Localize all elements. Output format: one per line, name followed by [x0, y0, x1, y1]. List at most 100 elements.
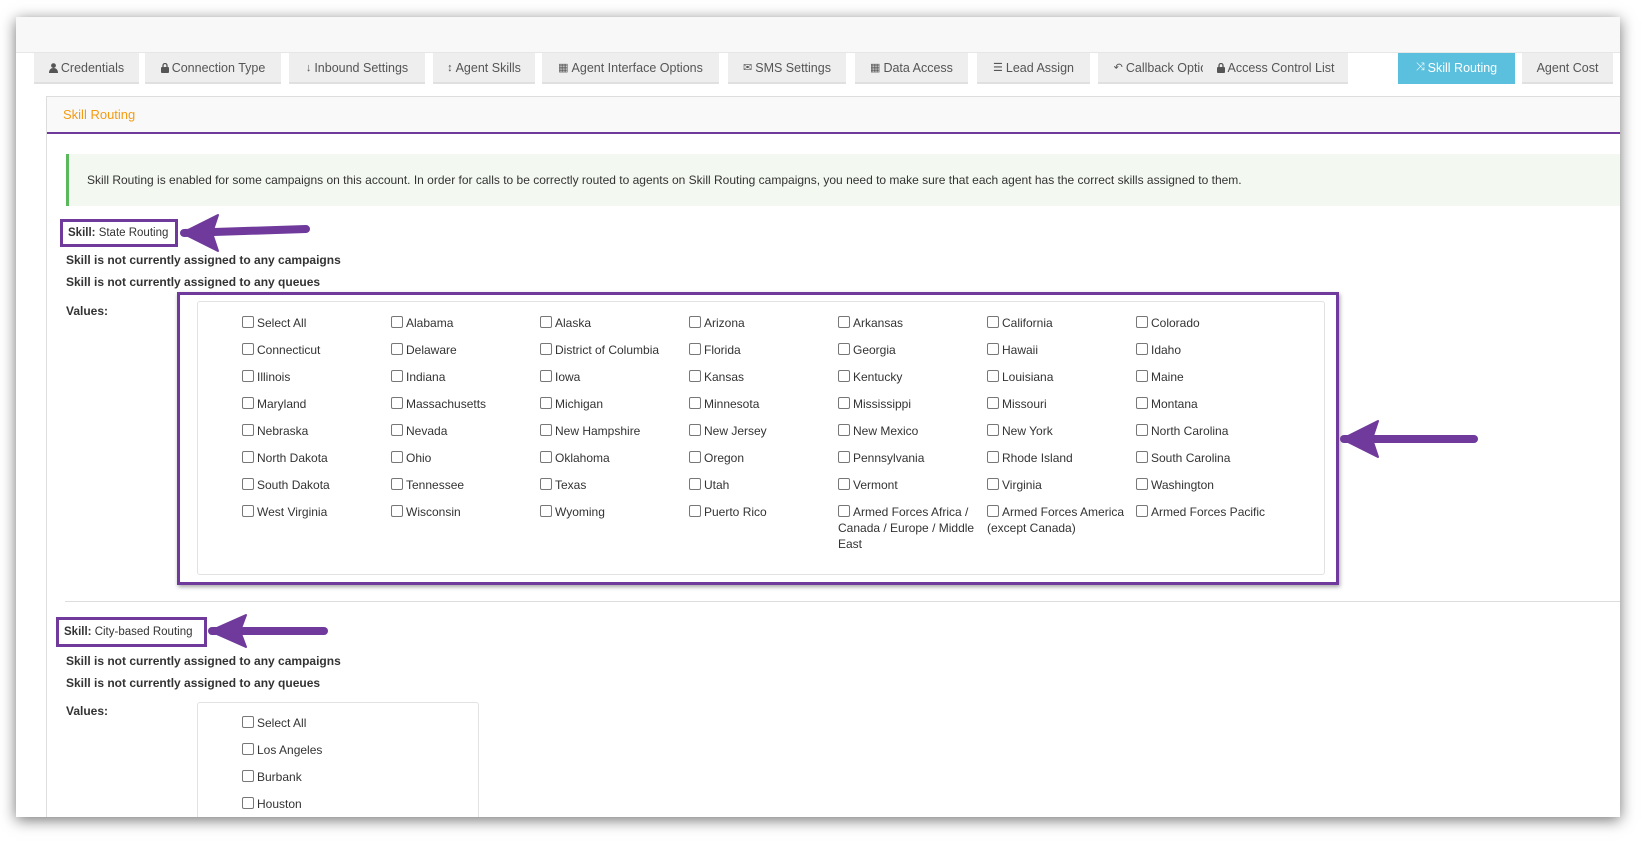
checkbox[interactable]	[987, 478, 999, 490]
checkbox-item[interactable]: Idaho	[1136, 342, 1276, 369]
checkbox-item[interactable]: Oregon	[689, 450, 829, 477]
checkbox[interactable]	[838, 478, 850, 490]
checkbox-item[interactable]: Illinois	[242, 369, 382, 396]
checkbox[interactable]	[540, 316, 552, 328]
checkbox-item[interactable]: Wyoming	[540, 504, 680, 552]
checkbox[interactable]	[391, 505, 403, 517]
checkbox-item[interactable]: Select All	[242, 715, 382, 742]
checkbox[interactable]	[391, 316, 403, 328]
checkbox-item[interactable]: Burbank	[242, 769, 382, 796]
checkbox-item[interactable]: California	[987, 315, 1127, 342]
checkbox-item[interactable]: Select All	[242, 315, 382, 342]
checkbox-item[interactable]: District of Columbia	[540, 342, 680, 369]
tab-data-access[interactable]: ▦ Data Access	[855, 53, 968, 84]
checkbox-item[interactable]: Connecticut	[242, 342, 382, 369]
checkbox[interactable]	[242, 716, 254, 728]
checkbox-item[interactable]: Armed Forces Africa / Canada / Europe / …	[838, 504, 978, 552]
checkbox-item[interactable]: Nevada	[391, 423, 531, 450]
checkbox[interactable]	[1136, 505, 1148, 517]
tab-connection-type[interactable]: Connection Type	[145, 53, 281, 84]
checkbox-item[interactable]: Tennessee	[391, 477, 531, 504]
tab-agent-skills[interactable]: ↕ Agent Skills	[433, 53, 535, 84]
checkbox-item[interactable]: Indiana	[391, 369, 531, 396]
checkbox-item[interactable]: Utah	[689, 477, 829, 504]
checkbox[interactable]	[1136, 424, 1148, 436]
checkbox[interactable]	[689, 424, 701, 436]
checkbox-item[interactable]: Florida	[689, 342, 829, 369]
checkbox-item[interactable]: Nebraska	[242, 423, 382, 450]
checkbox[interactable]	[242, 343, 254, 355]
tab-credentials[interactable]: Credentials	[34, 53, 139, 84]
checkbox[interactable]	[391, 343, 403, 355]
checkbox[interactable]	[838, 505, 850, 517]
checkbox-item[interactable]: Washington	[1136, 477, 1276, 504]
tab-inbound-settings[interactable]: ↓ Inbound Settings	[289, 53, 425, 84]
checkbox-item[interactable]: Vermont	[838, 477, 978, 504]
checkbox[interactable]	[689, 316, 701, 328]
checkbox[interactable]	[391, 478, 403, 490]
checkbox[interactable]	[391, 451, 403, 463]
checkbox-item[interactable]: Ohio	[391, 450, 531, 477]
checkbox[interactable]	[242, 451, 254, 463]
checkbox-item[interactable]: Georgia	[838, 342, 978, 369]
checkbox[interactable]	[242, 370, 254, 382]
checkbox[interactable]	[689, 505, 701, 517]
checkbox[interactable]	[242, 397, 254, 409]
checkbox[interactable]	[540, 397, 552, 409]
checkbox[interactable]	[540, 343, 552, 355]
checkbox-item[interactable]: New Mexico	[838, 423, 978, 450]
checkbox-item[interactable]: Montana	[1136, 396, 1276, 423]
checkbox[interactable]	[987, 316, 999, 328]
checkbox[interactable]	[1136, 451, 1148, 463]
checkbox[interactable]	[838, 424, 850, 436]
checkbox[interactable]	[838, 397, 850, 409]
checkbox[interactable]	[987, 424, 999, 436]
checkbox-item[interactable]: Houston	[242, 796, 382, 817]
checkbox-item[interactable]: Delaware	[391, 342, 531, 369]
checkbox-item[interactable]: Rhode Island	[987, 450, 1127, 477]
checkbox-item[interactable]: Maryland	[242, 396, 382, 423]
checkbox[interactable]	[838, 316, 850, 328]
checkbox[interactable]	[391, 424, 403, 436]
checkbox[interactable]	[689, 478, 701, 490]
tab-agent-interface-options[interactable]: ▦ Agent Interface Options	[542, 53, 719, 84]
checkbox-item[interactable]: Oklahoma	[540, 450, 680, 477]
checkbox[interactable]	[242, 478, 254, 490]
checkbox[interactable]	[1136, 478, 1148, 490]
checkbox-item[interactable]: Armed Forces America (except Canada)	[987, 504, 1127, 552]
checkbox[interactable]	[540, 370, 552, 382]
checkbox-item[interactable]: Louisiana	[987, 369, 1127, 396]
checkbox[interactable]	[1136, 370, 1148, 382]
checkbox[interactable]	[689, 370, 701, 382]
checkbox-item[interactable]: Los Angeles	[242, 742, 382, 769]
checkbox[interactable]	[689, 451, 701, 463]
checkbox-item[interactable]: Armed Forces Pacific	[1136, 504, 1276, 552]
checkbox-item[interactable]: Pennsylvania	[838, 450, 978, 477]
checkbox-item[interactable]: Arkansas	[838, 315, 978, 342]
checkbox[interactable]	[1136, 397, 1148, 409]
checkbox[interactable]	[242, 770, 254, 782]
checkbox-item[interactable]: South Dakota	[242, 477, 382, 504]
checkbox-item[interactable]: Michigan	[540, 396, 680, 423]
checkbox-item[interactable]: Alabama	[391, 315, 531, 342]
checkbox[interactable]	[391, 370, 403, 382]
checkbox-item[interactable]: North Carolina	[1136, 423, 1276, 450]
checkbox-item[interactable]: Colorado	[1136, 315, 1276, 342]
tab-sms-settings[interactable]: ✉ SMS Settings	[728, 53, 846, 84]
checkbox-item[interactable]: Maine	[1136, 369, 1276, 396]
checkbox-item[interactable]: Alaska	[540, 315, 680, 342]
checkbox[interactable]	[1136, 316, 1148, 328]
checkbox[interactable]	[540, 451, 552, 463]
checkbox-item[interactable]: Mississippi	[838, 396, 978, 423]
checkbox-item[interactable]: Massachusetts	[391, 396, 531, 423]
checkbox-item[interactable]: North Dakota	[242, 450, 382, 477]
checkbox-item[interactable]: Puerto Rico	[689, 504, 829, 552]
checkbox-item[interactable]: Minnesota	[689, 396, 829, 423]
checkbox[interactable]	[1136, 343, 1148, 355]
checkbox[interactable]	[242, 505, 254, 517]
checkbox-item[interactable]: West Virginia	[242, 504, 382, 552]
checkbox[interactable]	[540, 424, 552, 436]
checkbox-item[interactable]: Wisconsin	[391, 504, 531, 552]
checkbox[interactable]	[987, 451, 999, 463]
checkbox-item[interactable]: Kansas	[689, 369, 829, 396]
